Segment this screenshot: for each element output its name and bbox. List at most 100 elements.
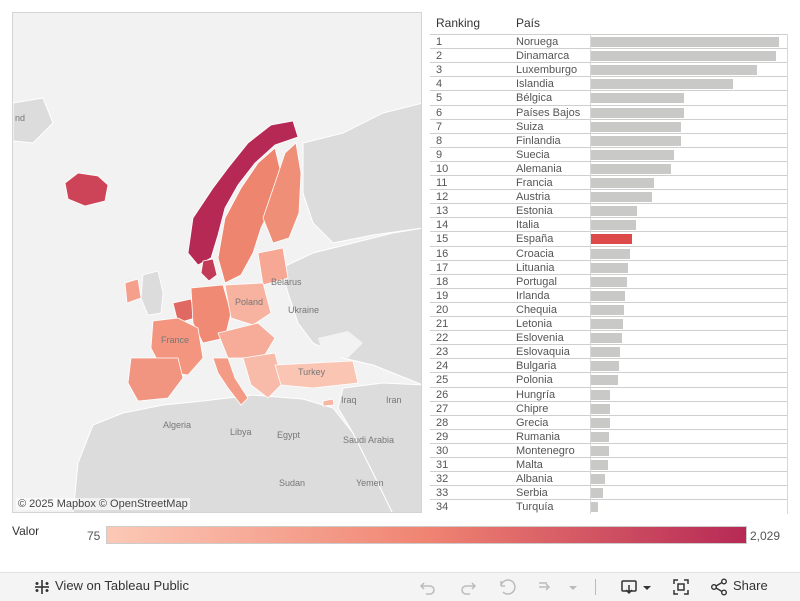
value-bar[interactable] <box>591 220 637 231</box>
turkey-region[interactable] <box>274 360 359 389</box>
denmark-region[interactable] <box>200 258 218 282</box>
finland-region[interactable] <box>262 142 302 244</box>
table-row[interactable]: 34 Turquía <box>430 499 788 514</box>
table-row[interactable]: 32 Albania <box>430 471 788 486</box>
map-attribution[interactable]: © 2025 Mapbox © OpenStreetMap <box>16 498 190 510</box>
redo-icon[interactable] <box>458 577 478 597</box>
value-bar[interactable] <box>591 417 610 428</box>
table-row[interactable]: 17 Lituania <box>430 259 788 275</box>
table-row[interactable]: 10 Alemania <box>430 160 788 176</box>
value-bar[interactable] <box>591 51 777 62</box>
value-bar[interactable] <box>591 347 620 358</box>
table-row[interactable]: 22 Eslovenia <box>430 330 788 345</box>
value-bar[interactable] <box>591 79 733 90</box>
table-row[interactable]: 3 Luxemburgo <box>430 62 788 77</box>
table-row[interactable]: 13 Estonia <box>430 203 788 218</box>
value-bar[interactable] <box>591 135 681 146</box>
value-bar[interactable] <box>591 389 610 400</box>
table-row[interactable]: 15 España <box>430 231 788 246</box>
column-header-rank[interactable]: Ranking <box>436 16 481 30</box>
value-bar[interactable] <box>591 361 619 372</box>
value-bar[interactable] <box>591 65 757 76</box>
undo-icon[interactable] <box>418 577 438 597</box>
table-row[interactable]: 24 Bulgaria <box>430 358 788 373</box>
value-bar[interactable] <box>591 192 653 203</box>
share-button[interactable]: Share <box>733 578 768 593</box>
value-bar[interactable] <box>591 304 625 315</box>
table-row[interactable]: 23 Eslovaquia <box>430 344 788 359</box>
poland-region[interactable] <box>224 282 272 326</box>
cyprus-region[interactable] <box>322 398 335 407</box>
value-bar[interactable] <box>591 178 654 188</box>
map-canvas[interactable]: nd Belarus Ukraine Algeria Libya Egypt S… <box>13 13 422 513</box>
column-header-country[interactable]: País <box>516 16 541 30</box>
download-dropdown-icon[interactable] <box>638 577 658 597</box>
table-row[interactable]: 2 Dinamarca <box>430 48 788 63</box>
value-bar[interactable] <box>591 107 684 118</box>
balkans-region[interactable] <box>242 352 284 399</box>
table-row[interactable]: 26 Hungría <box>430 386 788 402</box>
value-bar[interactable] <box>591 488 604 499</box>
table-row[interactable]: 16 Croacia <box>430 245 788 261</box>
value-bar[interactable] <box>591 276 628 287</box>
table-row[interactable]: 18 Portugal <box>430 273 788 289</box>
value-bar[interactable] <box>591 319 623 329</box>
table-row[interactable]: 6 Países Bajos <box>430 104 788 120</box>
value-bar[interactable] <box>591 403 610 414</box>
refresh-icon[interactable] <box>535 577 555 597</box>
share-icon[interactable] <box>709 577 729 597</box>
value-bar[interactable] <box>591 431 609 442</box>
table-row[interactable]: 19 Irlanda <box>430 287 788 303</box>
table-row[interactable]: 8 Finlandia <box>430 132 788 148</box>
iceland-region[interactable] <box>64 172 109 207</box>
italy-region[interactable] <box>212 357 249 406</box>
dropdown-icon[interactable] <box>563 577 583 597</box>
table-row[interactable]: 7 Suiza <box>430 118 788 134</box>
value-bar[interactable] <box>591 93 684 104</box>
ireland-region[interactable] <box>124 278 142 304</box>
iberia-region[interactable] <box>127 357 184 402</box>
table-row[interactable]: 27 Chipre <box>430 400 788 416</box>
value-bar[interactable] <box>591 460 608 470</box>
table-row[interactable]: 12 Austria <box>430 189 788 204</box>
table-row[interactable]: 33 Serbia <box>430 485 788 500</box>
table-row[interactable]: 20 Chequia <box>430 301 788 317</box>
value-bar[interactable] <box>591 262 629 273</box>
table-row[interactable]: 21 Letonia <box>430 316 788 331</box>
value-bar[interactable] <box>591 333 622 344</box>
value-bar[interactable] <box>591 290 626 301</box>
table-row[interactable]: 1 Noruega <box>430 34 788 49</box>
rank-cell: 1 <box>436 36 443 48</box>
table-row[interactable]: 5 Bélgica <box>430 90 788 105</box>
table-row[interactable]: 4 Islandia <box>430 76 788 91</box>
table-row[interactable]: 11 Francia <box>430 175 788 190</box>
download-icon[interactable] <box>620 577 640 597</box>
value-bar[interactable] <box>591 149 675 160</box>
table-row[interactable]: 29 Rumania <box>430 428 788 444</box>
value-bar[interactable] <box>591 163 671 174</box>
baltics-region[interactable] <box>257 247 289 286</box>
country-cell: Islandia <box>516 78 554 91</box>
value-bar[interactable] <box>591 375 618 386</box>
value-bar[interactable] <box>591 474 605 485</box>
revert-icon[interactable] <box>497 577 517 597</box>
view-on-tableau-public-link[interactable]: View on Tableau Public <box>55 578 189 593</box>
table-row[interactable]: 30 Montenegro <box>430 442 788 458</box>
value-bar[interactable] <box>591 502 598 513</box>
central-europe-region[interactable] <box>217 322 276 359</box>
table-row[interactable]: 14 Italia <box>430 217 788 232</box>
choropleth-map[interactable]: nd Belarus Ukraine Algeria Libya Egypt S… <box>12 12 422 513</box>
table-row[interactable]: 25 Polonia <box>430 372 788 387</box>
value-bar[interactable] <box>591 206 638 217</box>
highlighted-value-bar[interactable] <box>591 234 632 245</box>
value-bar[interactable] <box>591 121 681 132</box>
value-bar[interactable] <box>591 37 779 47</box>
table-row[interactable]: 31 Malta <box>430 457 788 472</box>
norway-region[interactable] <box>187 120 299 266</box>
fullscreen-icon[interactable] <box>671 577 691 597</box>
table-row[interactable]: 9 Suecia <box>430 146 788 162</box>
value-bar[interactable] <box>591 445 609 456</box>
country-cell: Suiza <box>516 120 544 133</box>
table-row[interactable]: 28 Grecia <box>430 414 788 430</box>
value-bar[interactable] <box>591 248 630 259</box>
